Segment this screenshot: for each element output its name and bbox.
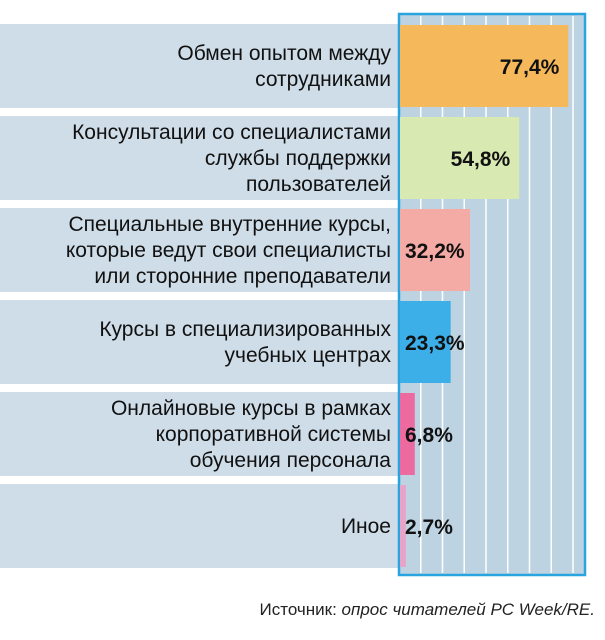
category-label-line: Консультации со специалистами [72,121,391,144]
value-label: 54,8% [451,148,511,171]
category-label-line: Специальные внутренние курсы, [68,213,391,236]
category-label-line: Онлайновые курсы в рамках [111,397,392,420]
value-label: 6,8% [405,424,453,447]
bar [400,393,415,475]
category-label: Обмен опытом между сотрудниками [177,42,391,91]
value-label: 77,4% [500,56,560,79]
category-label: Специальные внутренние курсы, которые вед… [66,213,391,288]
category-label-line: которые ведут свои специалисты [66,239,391,262]
category-label-line: обучения персонала [190,449,392,472]
source-note: Источник: опрос читателей PC Week/RE. [260,600,595,620]
source-prefix: Источник: [259,600,342,619]
category-label-line: службы поддержки [205,147,391,170]
row-band [0,300,399,384]
category-label-line: пользователей [246,173,391,196]
category-label: Онлайновые курсы в рамках корпоративной с… [111,397,392,472]
plot-area [397,12,587,577]
category-label-line: Обмен опытом между [177,42,391,65]
bar [400,485,406,567]
category-label: Иное [341,515,391,538]
value-label: 23,3% [405,332,465,355]
bar [400,25,569,107]
category-label: Консультации со специалистами службы подд… [72,121,391,196]
value-label: 32,2% [405,240,465,263]
category-label-line: сотрудниками [255,68,391,91]
row-band [0,208,399,292]
bar [400,117,520,199]
category-label-line: корпоративной системы [156,423,391,446]
category-label-line: учебных центрах [225,344,392,367]
row-band [0,484,399,568]
category-label: Курсы в специализированных учебных центра… [99,318,391,367]
category-label-line: или сторонние преподаватели [94,265,391,288]
row-band [0,392,399,476]
value-label: 2,7% [405,516,453,539]
bar-chart: Обмен опытом между сотрудниками 77,4% Консу… [0,12,587,577]
bar [400,301,451,383]
category-label-line: Иное [341,515,391,538]
row-band [0,116,399,200]
row-band [0,24,399,108]
source-text: опрос читателей PC Week/RE. [341,600,595,619]
category-label-line: Курсы в специализированных [99,318,391,341]
bar [400,209,471,291]
